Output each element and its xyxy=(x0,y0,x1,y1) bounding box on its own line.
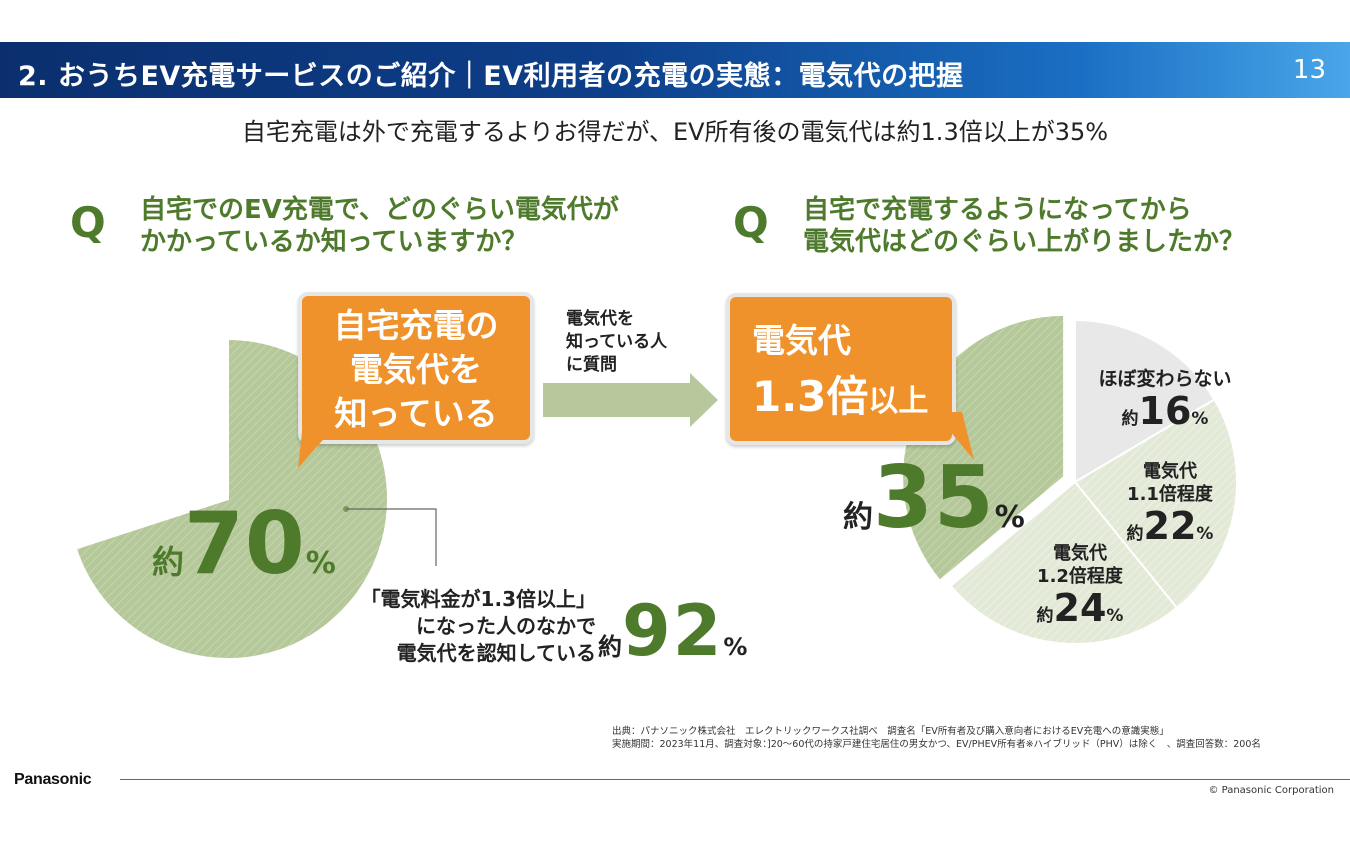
slice-label-1-1x-prefix: 約 xyxy=(1126,524,1144,544)
footer-divider xyxy=(120,779,1350,780)
right-pie-slice-3 xyxy=(1073,398,1238,610)
slice-label-no-change-value: 16 xyxy=(1138,389,1192,433)
page-number: 13 xyxy=(1292,55,1326,85)
slice-label-no-change-prefix: 約 xyxy=(1121,409,1139,429)
left-note-line1: 「電気料金が1.3倍以上」 xyxy=(360,587,596,611)
connector-line xyxy=(346,508,437,566)
left-note-number: 約92% xyxy=(598,590,747,672)
header-bar xyxy=(0,42,1350,98)
slice-label-no-change: ほぼ変わらない 約16% xyxy=(1090,364,1240,433)
left-note-value: 92 xyxy=(622,590,724,672)
right-callout-value: 1.3倍 xyxy=(752,372,869,421)
right-callout-line1: 電気代 xyxy=(752,321,851,360)
slice-label-no-change-unit: % xyxy=(1191,409,1209,429)
subtitle: 自宅充電は外で充電するよりお得だが、EV所有後の電気代は約1.3倍以上が35% xyxy=(241,118,1109,146)
right-pie-slice-4 xyxy=(1074,318,1216,484)
left-callout: 自宅充電の 電気代を 知っている xyxy=(298,292,534,444)
slice-label-1-1x: 電気代 1.1倍程度 約22% xyxy=(1110,460,1230,548)
flow-arrow xyxy=(543,373,718,427)
pie-slice-2 xyxy=(67,337,229,550)
slice-label-1-2x: 電気代 1.2倍程度 約24% xyxy=(1020,542,1140,630)
left-note-line3: 電気代を認知している xyxy=(396,641,596,665)
left-callout-line3: 知っている xyxy=(334,394,498,433)
right-callout-tail xyxy=(934,412,974,460)
source-line1: 出典：パナソニック株式会社 エレクトリックワークス社調べ 調査名「EV所有者及び… xyxy=(612,726,1169,737)
arrow-label-line3: に質問 xyxy=(566,355,617,375)
left-q-mark: Q xyxy=(70,198,106,247)
right-question-line2: 電気代はどのぐらい上がりましたか？ xyxy=(803,227,1246,257)
left-big-number: 約70% xyxy=(152,494,336,594)
right-question: 自宅で充電するようになってから 電気代はどのぐらい上がりましたか？ xyxy=(803,194,1245,258)
slice-label-1-2x-line2: 1.2倍程度 xyxy=(1037,566,1123,587)
slice-label-1-2x-line1: 電気代 xyxy=(1053,543,1107,564)
left-big-prefix: 約 xyxy=(152,543,185,581)
right-callout-suffix: 以上 xyxy=(868,384,929,419)
panasonic-logo: Panasonic xyxy=(14,771,92,788)
arrow-label-line1: 電気代を xyxy=(566,309,634,329)
right-big-value: 35 xyxy=(873,448,995,548)
right-pie-slice-2 xyxy=(949,480,1179,645)
left-big-unit: % xyxy=(305,546,336,581)
left-callout-tail xyxy=(298,432,330,468)
left-callout-line1: 自宅充電の xyxy=(333,306,499,345)
slice-label-1-1x-line2: 1.1倍程度 xyxy=(1127,484,1213,505)
right-pie-chart xyxy=(901,313,1238,645)
left-question: 自宅でのEV充電で、どのぐらい電気代が かかっているか知っていますか？ xyxy=(140,194,619,258)
slice-label-1-1x-line1: 電気代 xyxy=(1143,461,1197,482)
slice-label-1-1x-value: 22 xyxy=(1143,504,1197,548)
source-note: 出典：パナソニック株式会社 エレクトリックワークス社調べ 調査名「EV所有者及び… xyxy=(612,725,1261,751)
left-note-prefix: 約 xyxy=(598,633,622,661)
right-big-prefix: 約 xyxy=(843,500,873,535)
arrow-label-line2: 知っている人 xyxy=(566,332,668,352)
left-note: 「電気料金が1.3倍以上」 になった人のなかで 電気代を認知している xyxy=(350,586,596,667)
left-big-value: 70 xyxy=(184,494,306,594)
slice-label-1-1x-unit: % xyxy=(1196,524,1214,544)
right-big-number: 約35% xyxy=(843,448,1025,548)
left-note-line2: になった人のなかで xyxy=(416,614,596,638)
slice-label-1-2x-unit: % xyxy=(1106,606,1124,626)
slice-label-1-2x-value: 24 xyxy=(1053,586,1107,630)
right-big-unit: % xyxy=(994,500,1025,535)
slice-label-1-2x-prefix: 約 xyxy=(1036,606,1054,626)
page-title: 2. おうちEV充電サービスのご紹介｜EV利用者の充電の実態：電気代の把握 xyxy=(18,61,964,92)
right-callout: 電気代 1.3倍以上 xyxy=(726,293,956,445)
left-callout-line2: 電気代を xyxy=(350,350,482,389)
left-note-unit: % xyxy=(723,633,748,661)
copyright: © Panasonic Corporation xyxy=(1208,785,1334,796)
source-line2: 実施期間：2023年11月、調査対象：]20～60代の持家戸建住宅居住の男女かつ… xyxy=(612,739,1261,750)
right-question-line1: 自宅で充電するようになってから xyxy=(803,195,1192,225)
arrow-label: 電気代を 知っている人 に質問 xyxy=(566,308,667,377)
slice-label-no-change-text: ほぼ変わらない xyxy=(1098,368,1232,390)
right-q-mark: Q xyxy=(733,198,769,247)
left-question-line2: かかっているか知っていますか？ xyxy=(140,227,528,257)
left-question-line1: 自宅でのEV充電で、どのぐらい電気代が xyxy=(140,195,619,225)
